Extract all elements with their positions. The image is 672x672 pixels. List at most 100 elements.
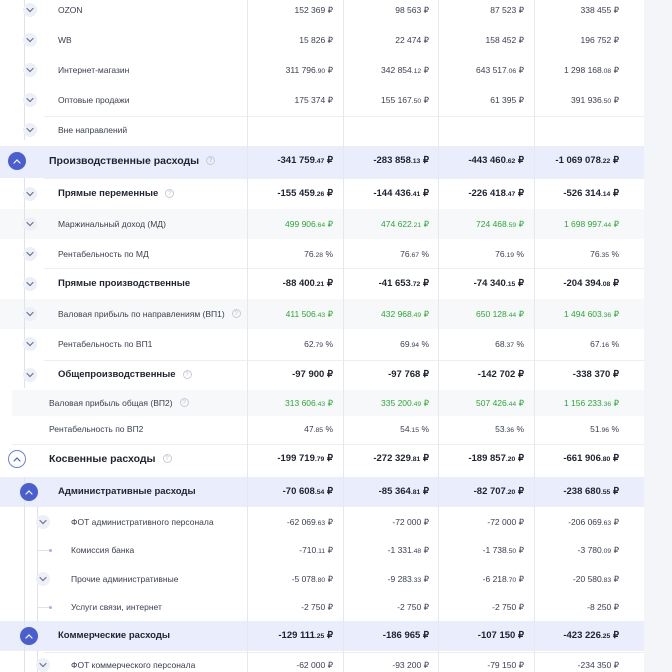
value-cell: -443 460.62 ₽	[468, 155, 524, 166]
value-main: -142 702	[477, 369, 516, 380]
value-main: 158 452	[485, 35, 517, 45]
column-separator	[438, 0, 439, 672]
chevron-down-icon	[26, 281, 34, 287]
value-decimals: .21	[411, 222, 422, 229]
question-circle-icon[interactable]: ?	[179, 398, 189, 407]
value-cell: 335 200.49 ₽	[381, 398, 429, 408]
value-main: -199 719	[277, 453, 315, 464]
value-decimals: .20	[505, 489, 516, 496]
expand-button[interactable]	[23, 33, 37, 47]
value-cell: -93 200 ₽	[392, 660, 429, 670]
chevron-down-icon	[26, 7, 34, 13]
question-circle-icon[interactable]: ?	[231, 309, 241, 318]
expand-button[interactable]	[23, 307, 37, 321]
row-label: Рентабельность по ВП1	[58, 339, 153, 349]
value-cell: 68.37 %	[495, 339, 524, 349]
value-main: 69	[400, 339, 410, 349]
collapse-button[interactable]	[20, 627, 38, 645]
row-label: Валовая прибыль по направлениям (ВП1)	[58, 309, 225, 319]
value-main: 76	[400, 249, 410, 259]
chevron-down-icon	[26, 251, 34, 257]
value-main: 643 517	[476, 65, 507, 75]
value-main: -206 069	[568, 517, 602, 527]
row-label: Административные расходы	[58, 486, 196, 497]
value-main: -186 965	[382, 630, 421, 641]
value-main: 338 455	[580, 5, 612, 15]
tree-branch	[37, 607, 50, 608]
value-main: 68	[495, 339, 505, 349]
row-label: Интернет-магазин	[58, 65, 130, 75]
value-decimals: .06	[506, 68, 517, 75]
value-cell: -189 857.20 ₽	[468, 453, 524, 464]
value-main: -2 750	[492, 602, 517, 612]
row-background	[0, 299, 644, 329]
value-decimals: .44	[601, 222, 612, 229]
value-cell: -1 738.50 ₽	[482, 545, 524, 555]
question-circle-icon[interactable]: ?	[162, 454, 172, 463]
value-decimals: .16	[599, 342, 610, 349]
expand-button[interactable]	[36, 658, 50, 672]
expand-button[interactable]	[23, 187, 37, 201]
value-cell: -129 111.25 ₽	[278, 630, 333, 641]
collapse-button[interactable]	[20, 483, 38, 501]
question-circle-icon[interactable]: ?	[206, 156, 216, 165]
value-main: 1 698 997	[563, 219, 602, 229]
value-decimals: .72	[410, 281, 421, 288]
value-main: 1 298 168	[563, 65, 602, 75]
row-label: Производственные расходы	[49, 155, 200, 167]
expand-button[interactable]	[23, 3, 37, 17]
chevron-down-icon	[26, 97, 34, 103]
expand-button[interactable]	[23, 123, 37, 137]
expand-button[interactable]	[23, 368, 37, 382]
value-cell: -142 702 ₽	[477, 369, 524, 380]
expand-button[interactable]	[23, 63, 37, 77]
value-decimals: .67	[409, 252, 420, 259]
value-cell: -206 069.63 ₽	[568, 517, 619, 527]
value-cell: 1 298 168.08 ₽	[563, 65, 619, 75]
value-decimals: .15	[409, 427, 420, 434]
value-cell: -8 250 ₽	[587, 602, 619, 612]
value-main: -9 283	[387, 574, 412, 584]
chevron-down-icon	[39, 519, 47, 525]
value-cell: 342 854.12 ₽	[381, 65, 429, 75]
row-background	[0, 621, 644, 651]
value-decimals: .08	[600, 281, 611, 288]
value-main: -129 111	[278, 630, 315, 641]
value-decimals: .85	[313, 427, 324, 434]
value-cell: 499 906.64 ₽	[285, 219, 333, 229]
value-main: -82 707	[473, 486, 506, 497]
value-main: -1 738	[482, 545, 507, 555]
tree-line	[24, 477, 25, 672]
value-main: 98 563	[395, 5, 422, 15]
value-main: -85 364	[378, 486, 411, 497]
chevron-down-icon	[26, 372, 34, 378]
row-label: Прямые переменные	[58, 188, 159, 199]
expand-button[interactable]	[23, 277, 37, 291]
value-decimals: .64	[315, 222, 326, 229]
expand-button[interactable]	[23, 217, 37, 231]
value-main: 87 523	[490, 5, 517, 15]
expand-button[interactable]	[23, 337, 37, 351]
value-main: -283 858	[373, 155, 411, 166]
row-separator	[44, 360, 644, 361]
chevron-down-icon	[26, 221, 34, 227]
row-background	[0, 477, 644, 507]
question-circle-icon[interactable]: ?	[182, 370, 192, 379]
expand-button[interactable]	[36, 515, 50, 529]
value-decimals: .49	[411, 401, 422, 408]
question-circle-icon[interactable]: ?	[165, 189, 175, 198]
value-cell: -20 580.83 ₽	[572, 574, 619, 584]
collapse-button[interactable]	[8, 450, 26, 468]
value-cell: 98 563 ₽	[395, 5, 429, 15]
expand-button[interactable]	[23, 93, 37, 107]
leaf-dot-icon	[48, 605, 52, 609]
value-decimals: .96	[599, 427, 610, 434]
value-cell: -423 226.25 ₽	[563, 630, 619, 641]
value-main: -338 370	[572, 369, 611, 380]
expand-button[interactable]	[36, 572, 50, 586]
value-decimals: .11	[316, 548, 326, 555]
expand-button[interactable]	[23, 247, 37, 261]
value-main: 311 796	[285, 65, 316, 75]
collapse-button[interactable]	[8, 152, 26, 170]
row-label: Комиссия банка	[71, 545, 135, 555]
